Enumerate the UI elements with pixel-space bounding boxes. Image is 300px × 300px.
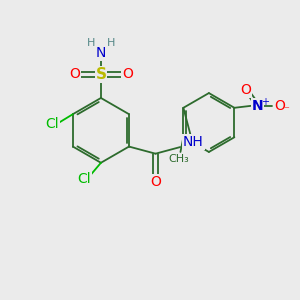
- Text: N: N: [96, 46, 106, 60]
- Text: O: O: [274, 99, 285, 113]
- Text: H: H: [87, 38, 95, 48]
- Text: O: O: [69, 68, 80, 81]
- Text: N: N: [252, 99, 264, 113]
- Text: O: O: [241, 83, 252, 97]
- Text: H: H: [106, 38, 115, 48]
- Text: CH₃: CH₃: [168, 154, 189, 164]
- Text: O: O: [150, 175, 161, 189]
- Text: Cl: Cl: [46, 117, 59, 131]
- Text: NH: NH: [183, 135, 204, 149]
- Text: ⁻: ⁻: [284, 105, 289, 115]
- Text: Cl: Cl: [77, 172, 91, 186]
- Text: S: S: [95, 67, 106, 82]
- Text: +: +: [261, 97, 269, 107]
- Text: O: O: [122, 68, 133, 81]
